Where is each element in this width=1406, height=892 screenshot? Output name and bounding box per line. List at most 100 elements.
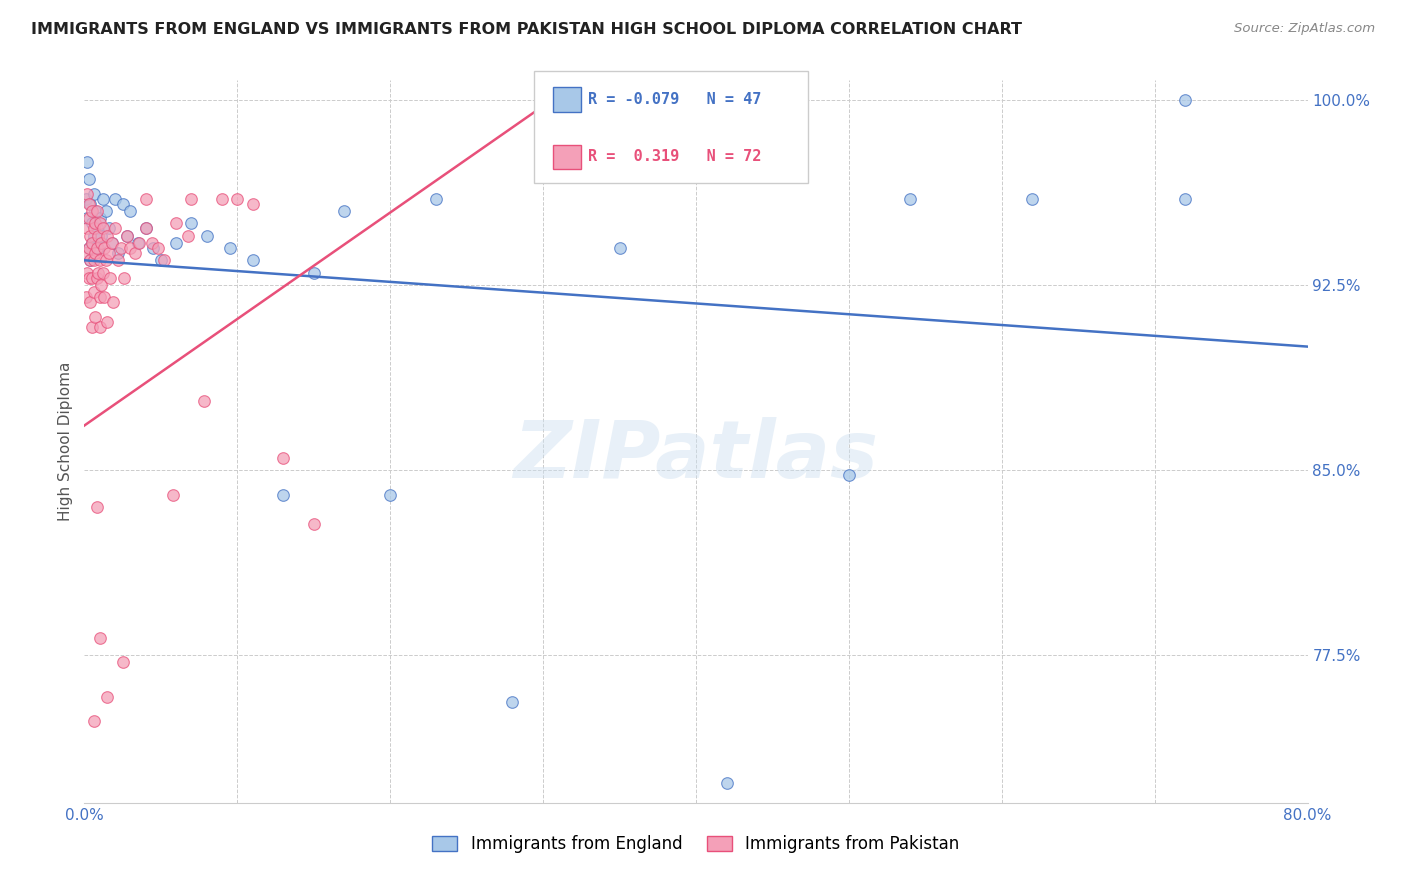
Point [87,266,110,280]
Point [135,221,157,235]
Point [115,228,138,243]
Point [79,228,101,243]
Point [211,192,233,206]
Y-axis label: High School Diploma: High School Diploma [58,362,73,521]
Point [333,204,356,219]
Point [83,186,105,201]
Point [90,277,112,292]
Text: R = -0.079   N = 47: R = -0.079 N = 47 [588,92,761,106]
Point [75,290,97,304]
Point [1174,93,1197,107]
Point [77,270,100,285]
Point [101,235,124,250]
Point [77,211,100,226]
Point [502,695,524,709]
Point [83,285,105,300]
Point [153,253,176,268]
Point [94,253,117,268]
Point [165,216,187,230]
Point [80,216,103,230]
Point [87,228,110,243]
Point [91,221,114,235]
Point [77,172,100,186]
Point [89,319,111,334]
Point [242,196,264,211]
Point [120,204,142,219]
Point [115,228,138,243]
Point [89,211,111,226]
Point [80,235,103,250]
Point [84,246,107,260]
Point [89,216,111,230]
Point [84,216,107,230]
Point [149,253,172,268]
Point [77,196,100,211]
Point [609,241,631,255]
Point [77,241,100,255]
Point [107,246,129,260]
Point [380,487,402,501]
Point [80,235,103,250]
Point [89,253,111,268]
Point [76,186,98,201]
Point [77,241,100,255]
Point [96,228,118,243]
Point [91,192,114,206]
Point [94,204,117,219]
Point [86,204,108,219]
Point [83,714,105,729]
Point [716,776,738,790]
Point [180,192,202,206]
Point [76,266,98,280]
Point [91,266,114,280]
Point [101,235,124,250]
Point [180,216,202,230]
Point [83,228,105,243]
Point [195,228,218,243]
Point [98,270,121,285]
Point [79,295,101,310]
Point [103,295,125,310]
Point [1174,192,1197,206]
Text: R =  0.319   N = 72: R = 0.319 N = 72 [588,150,761,164]
Point [104,192,127,206]
Point [162,487,184,501]
Point [83,221,105,235]
Point [75,246,97,260]
Point [127,235,149,250]
Point [898,192,921,206]
Point [76,211,98,226]
Point [165,235,187,250]
Point [146,241,169,255]
Point [302,266,325,280]
Point [75,192,97,206]
Point [97,221,120,235]
Text: Source: ZipAtlas.com: Source: ZipAtlas.com [1234,22,1375,36]
Point [96,690,118,704]
Point [1021,192,1043,206]
Point [79,253,101,268]
Point [86,500,108,514]
Point [84,204,107,219]
Point [76,154,98,169]
Point [96,315,118,329]
Point [120,241,142,255]
Point [128,235,150,250]
Point [86,270,108,285]
Point [84,310,107,324]
Point [83,253,105,268]
Point [124,246,146,260]
Point [76,221,98,235]
Point [97,246,120,260]
Point [141,235,163,250]
Point [425,192,447,206]
Point [90,235,112,250]
Text: IMMIGRANTS FROM ENGLAND VS IMMIGRANTS FROM PAKISTAN HIGH SCHOOL DIPLOMA CORRELAT: IMMIGRANTS FROM ENGLAND VS IMMIGRANTS FR… [31,22,1022,37]
Point [177,228,200,243]
Point [226,192,249,206]
Point [111,655,134,669]
Point [86,241,108,255]
Point [79,253,101,268]
Point [302,517,325,532]
Point [838,467,860,482]
